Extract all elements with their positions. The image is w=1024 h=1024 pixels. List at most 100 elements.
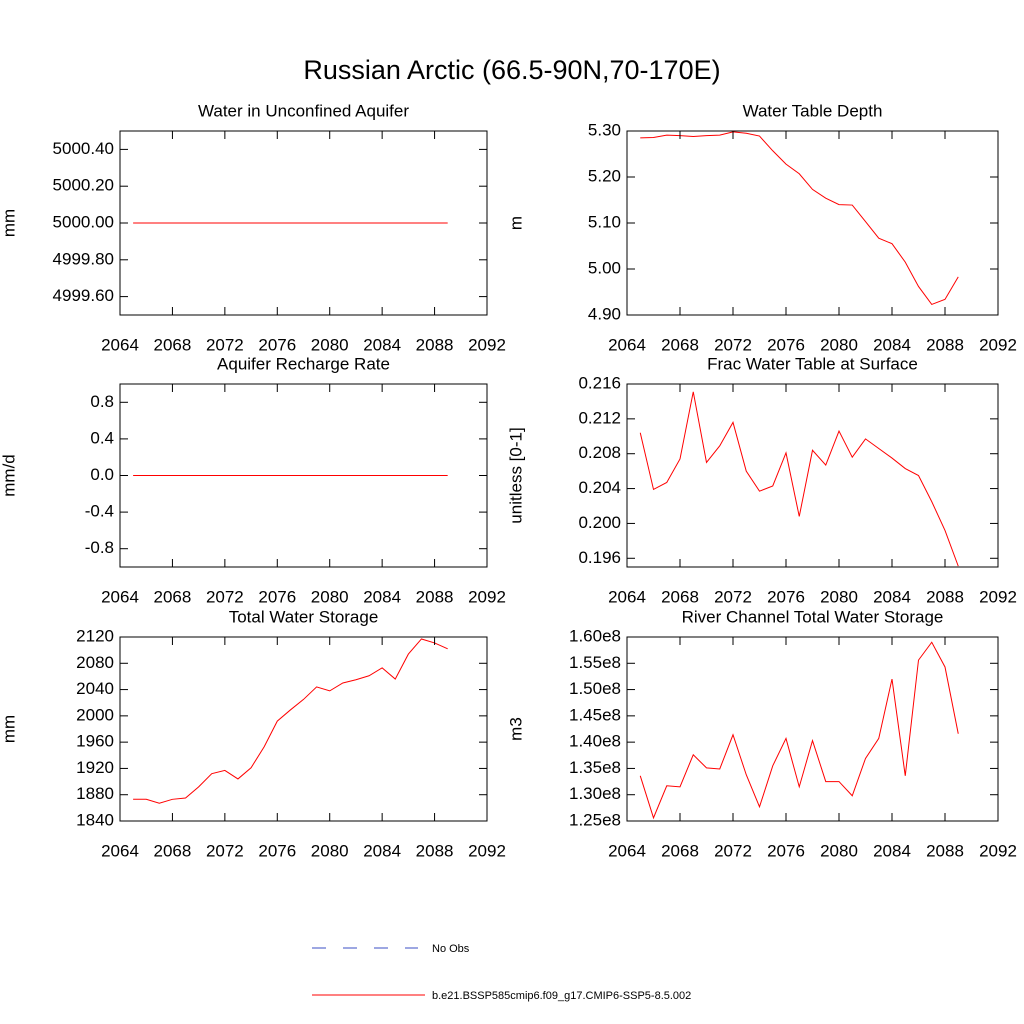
y-tick-label: 0.0 bbox=[90, 465, 114, 484]
y-tick-label: 0.212 bbox=[578, 408, 621, 427]
x-tick-label: 2072 bbox=[206, 335, 244, 354]
series-line bbox=[133, 638, 448, 804]
x-tick-label: 2076 bbox=[767, 841, 805, 860]
panel-title: Aquifer Recharge Rate bbox=[217, 354, 390, 373]
panel-title: Water Table Depth bbox=[743, 101, 883, 120]
x-tick-label: 2080 bbox=[311, 841, 349, 860]
x-tick-label: 2088 bbox=[416, 335, 454, 354]
x-tick-label: 2084 bbox=[873, 841, 911, 860]
plot-frame bbox=[119, 130, 488, 316]
y-tick-label: 4.90 bbox=[588, 304, 621, 323]
x-tick-label: 2080 bbox=[820, 587, 858, 606]
x-tick-label: 2088 bbox=[416, 587, 454, 606]
x-tick-label: 2076 bbox=[767, 335, 805, 354]
x-tick-label: 2064 bbox=[101, 841, 139, 860]
x-tick-label: 2072 bbox=[714, 335, 752, 354]
y-tick-label: 4999.60 bbox=[53, 286, 114, 305]
y-tick-label: 2000 bbox=[76, 705, 114, 724]
series-line bbox=[639, 391, 959, 567]
y-tick-label: 2040 bbox=[76, 679, 114, 698]
y-tick-label: 1840 bbox=[76, 810, 114, 829]
series-line bbox=[639, 641, 959, 820]
x-tick-label: 2068 bbox=[154, 841, 192, 860]
x-tick-label: 2068 bbox=[154, 335, 192, 354]
series-line bbox=[640, 131, 959, 306]
x-tick-label: 2092 bbox=[468, 587, 506, 606]
y-tick-label: -0.4 bbox=[85, 502, 114, 521]
y-tick-label: 1.45e8 bbox=[569, 705, 621, 724]
x-tick-label: 2072 bbox=[206, 841, 244, 860]
panel-title: Water in Unconfined Aquifer bbox=[198, 101, 409, 120]
y-tick-label: 1880 bbox=[76, 784, 114, 803]
y-tick-label: -0.8 bbox=[85, 538, 114, 557]
x-tick-label: 2092 bbox=[979, 335, 1017, 354]
x-tick-label: 2088 bbox=[926, 587, 964, 606]
y-tick-label: 5.00 bbox=[588, 258, 621, 277]
legend-label: b.e21.BSSP585cmip6.f09_g17.CMIP6-SSP5-8.… bbox=[432, 990, 691, 1002]
plot-frame bbox=[626, 130, 999, 316]
x-tick-label: 2088 bbox=[926, 335, 964, 354]
x-tick-label: 2068 bbox=[661, 587, 699, 606]
y-axis-label: m3 bbox=[506, 717, 525, 741]
panel-title: River Channel Total Water Storage bbox=[682, 607, 944, 626]
x-tick-label: 2092 bbox=[468, 335, 506, 354]
x-tick-label: 2064 bbox=[608, 335, 646, 354]
x-tick-label: 2088 bbox=[416, 841, 454, 860]
x-tick-label: 2076 bbox=[767, 587, 805, 606]
x-tick-label: 2080 bbox=[820, 335, 858, 354]
x-tick-label: 2068 bbox=[154, 587, 192, 606]
x-tick-label: 2068 bbox=[661, 335, 699, 354]
x-tick-label: 2064 bbox=[101, 587, 139, 606]
y-tick-label: 2120 bbox=[76, 626, 114, 645]
figure-title: Russian Arctic (66.5-90N,70-170E) bbox=[303, 55, 720, 85]
y-tick-label: 0.196 bbox=[578, 548, 621, 567]
y-tick-label: 1.35e8 bbox=[569, 758, 621, 777]
y-axis-label: m bbox=[506, 216, 525, 230]
y-tick-label: 1.40e8 bbox=[569, 732, 621, 751]
x-tick-label: 2080 bbox=[820, 841, 858, 860]
x-tick-label: 2084 bbox=[873, 335, 911, 354]
x-tick-label: 2072 bbox=[714, 587, 752, 606]
x-tick-label: 2072 bbox=[714, 841, 752, 860]
y-axis-label: mm bbox=[0, 209, 18, 237]
y-tick-label: 1920 bbox=[76, 758, 114, 777]
x-tick-label: 2080 bbox=[311, 335, 349, 354]
x-tick-label: 2064 bbox=[608, 841, 646, 860]
x-tick-label: 2080 bbox=[311, 587, 349, 606]
panel-title: Total Water Storage bbox=[229, 607, 379, 626]
x-tick-label: 2092 bbox=[979, 841, 1017, 860]
x-tick-label: 2076 bbox=[258, 587, 296, 606]
y-axis-label: mm/d bbox=[0, 454, 18, 497]
y-tick-label: 0.200 bbox=[578, 513, 621, 532]
y-tick-label: 0.4 bbox=[90, 428, 114, 447]
x-tick-label: 2092 bbox=[979, 587, 1017, 606]
y-tick-label: 5000.40 bbox=[53, 139, 114, 158]
y-tick-label: 5000.00 bbox=[53, 212, 114, 231]
plot-frame bbox=[119, 636, 488, 822]
x-tick-label: 2088 bbox=[926, 841, 964, 860]
x-tick-label: 2076 bbox=[258, 841, 296, 860]
y-tick-label: 1.50e8 bbox=[569, 679, 621, 698]
y-tick-label: 5.30 bbox=[588, 120, 621, 139]
y-tick-label: 1.30e8 bbox=[569, 784, 621, 803]
y-tick-label: 1960 bbox=[76, 732, 114, 751]
y-tick-label: 0.208 bbox=[578, 443, 621, 462]
x-tick-label: 2084 bbox=[873, 587, 911, 606]
y-axis-label: mm bbox=[0, 715, 18, 743]
x-tick-label: 2084 bbox=[363, 335, 401, 354]
x-tick-label: 2076 bbox=[258, 335, 296, 354]
y-tick-label: 1.60e8 bbox=[569, 626, 621, 645]
x-tick-label: 2084 bbox=[363, 587, 401, 606]
x-tick-label: 2092 bbox=[468, 841, 506, 860]
y-tick-label: 4999.80 bbox=[53, 249, 114, 268]
y-tick-label: 0.216 bbox=[578, 373, 621, 392]
y-tick-label: 5.10 bbox=[588, 212, 621, 231]
y-tick-label: 0.204 bbox=[578, 478, 621, 497]
x-tick-label: 2068 bbox=[661, 841, 699, 860]
plot-frame bbox=[626, 636, 999, 822]
x-tick-label: 2072 bbox=[206, 587, 244, 606]
panel-title: Frac Water Table at Surface bbox=[707, 354, 918, 373]
y-tick-label: 5000.20 bbox=[53, 176, 114, 195]
plot-frame bbox=[119, 383, 488, 568]
x-tick-label: 2084 bbox=[363, 841, 401, 860]
